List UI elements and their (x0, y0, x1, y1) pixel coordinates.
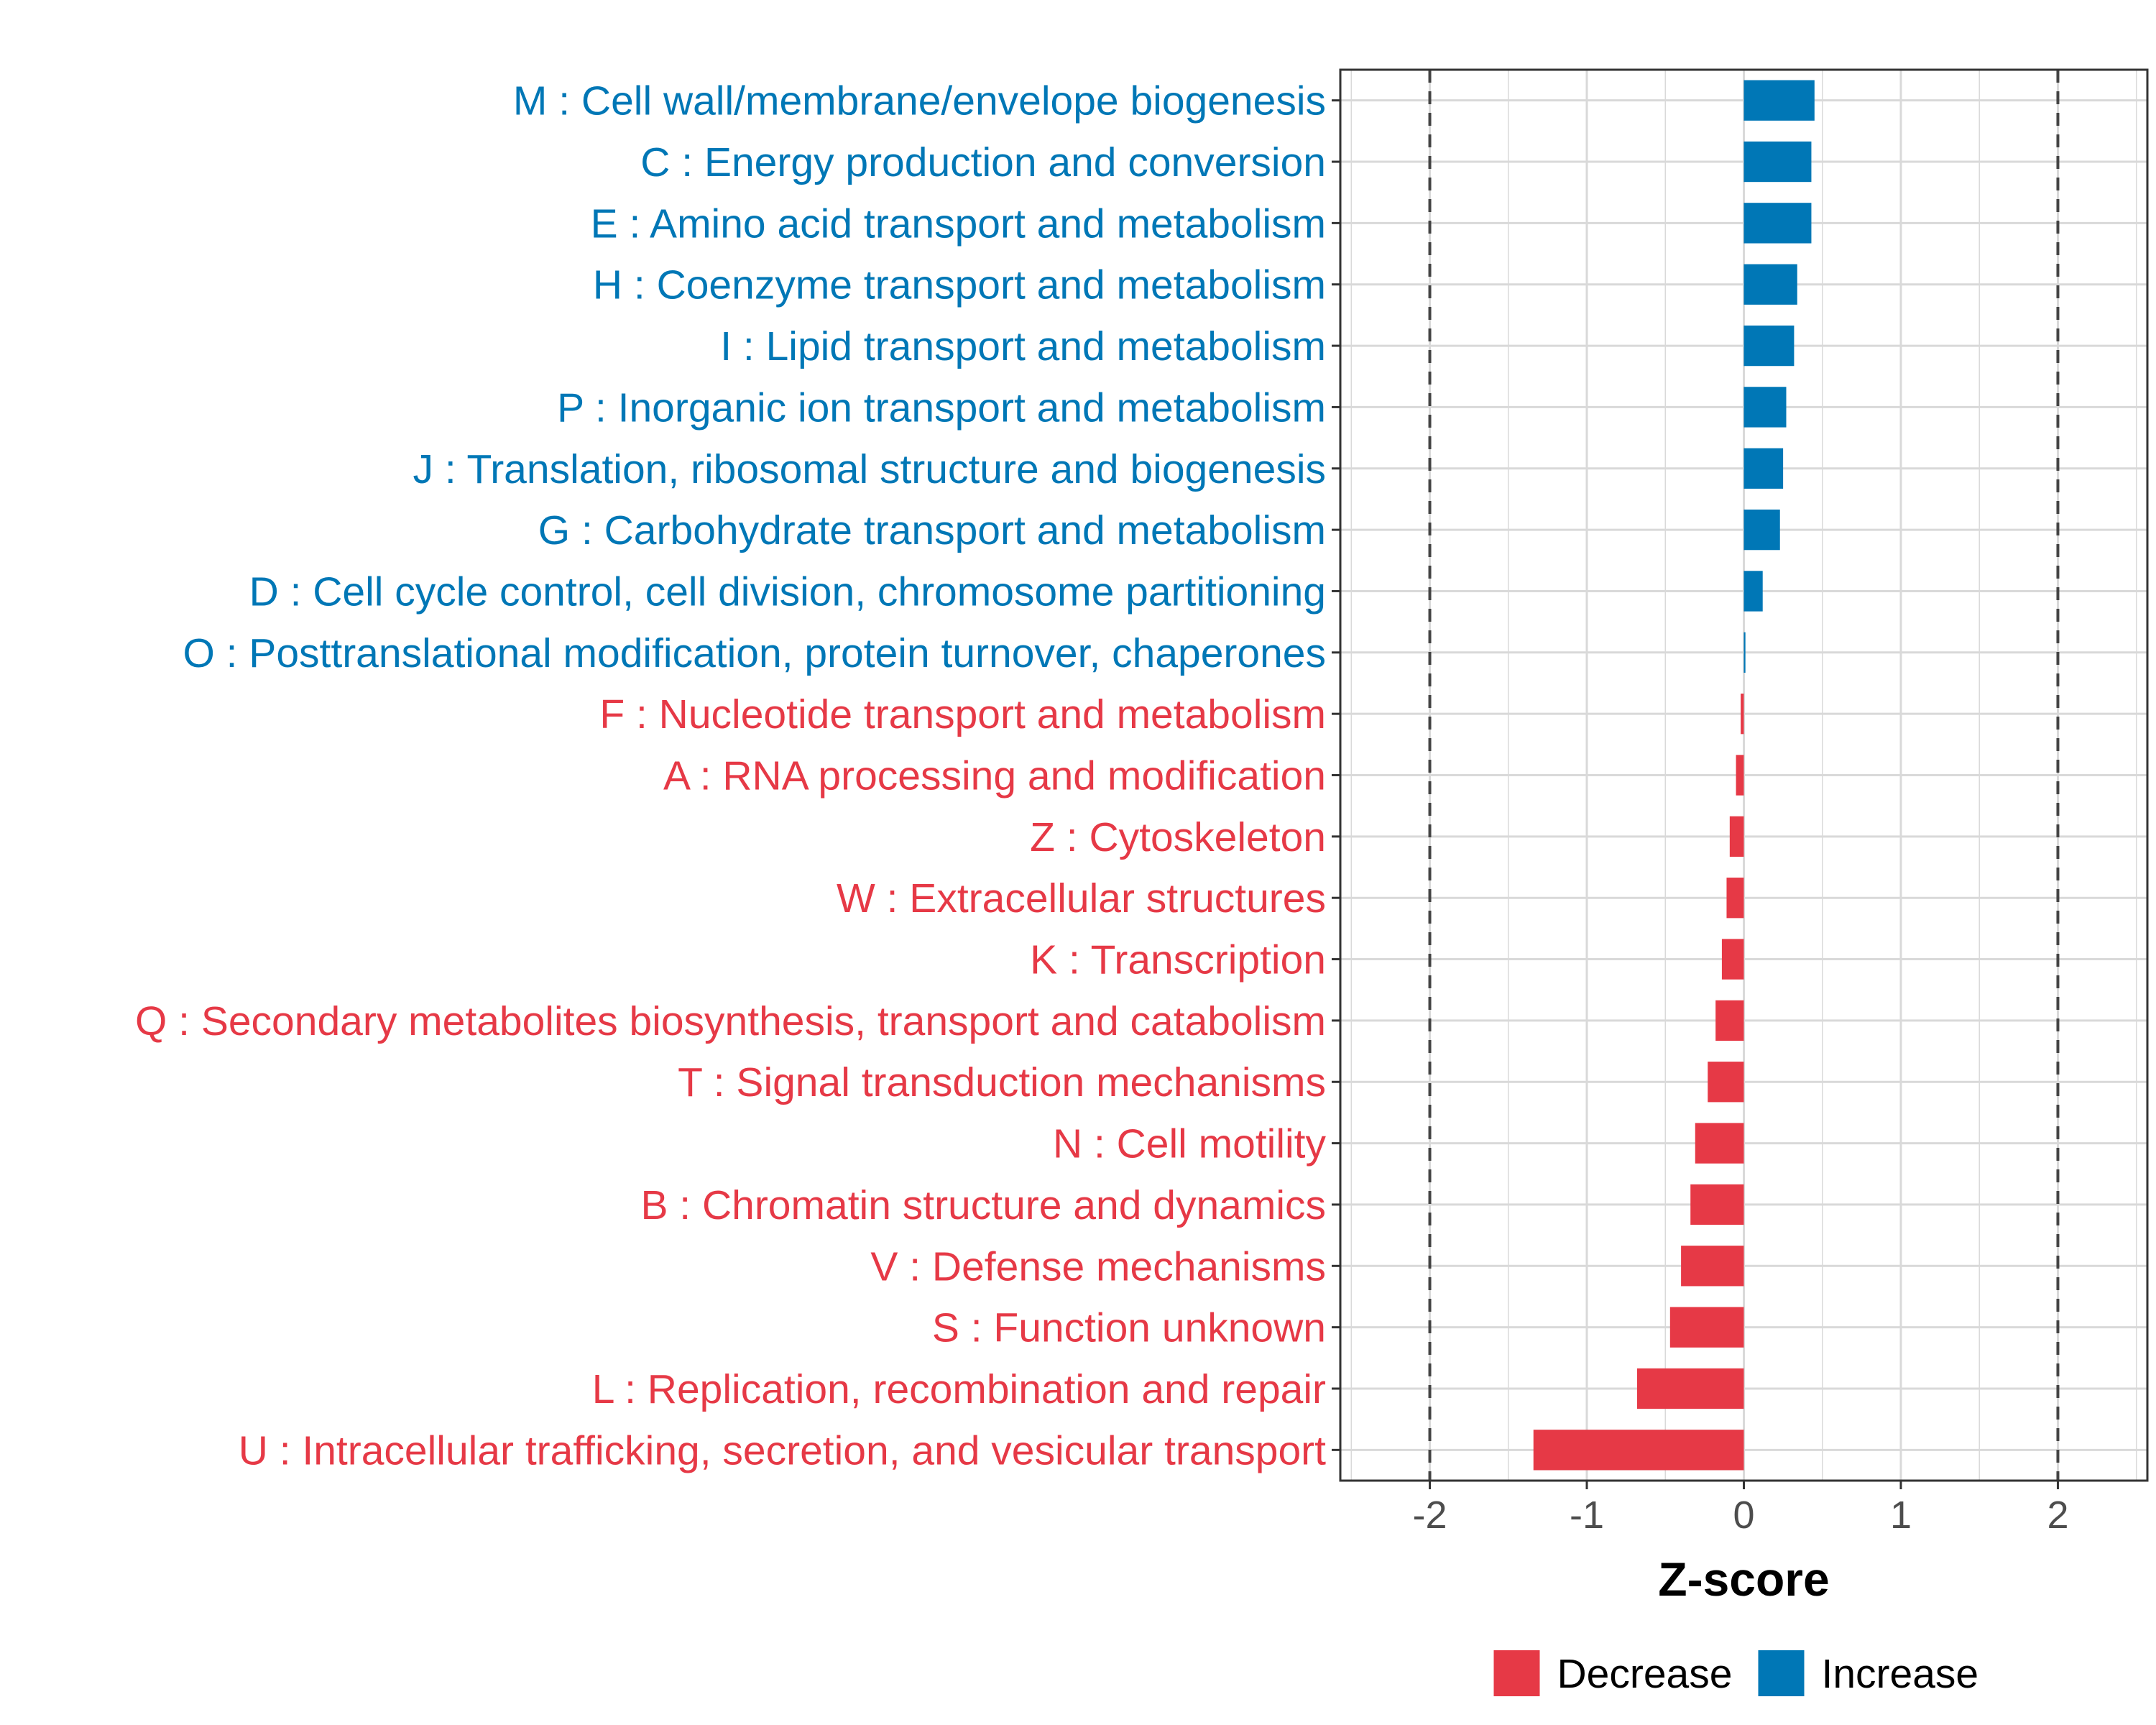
category-label: M : Cell wall/membrane/envelope biogenes… (513, 78, 1326, 124)
category-label: Q : Secondary metabolites biosynthesis, … (135, 998, 1326, 1044)
legend-label: Decrease (1557, 1651, 1733, 1697)
category-label: J : Translation, ribosomal structure and… (413, 446, 1326, 492)
bar (1715, 1000, 1744, 1041)
bar (1708, 1062, 1744, 1103)
bar (1743, 203, 1812, 244)
bar (1669, 1307, 1744, 1348)
category-label: K : Transcription (1030, 937, 1326, 983)
bar (1743, 325, 1795, 367)
bars (1533, 80, 1815, 1471)
x-tick-label: 0 (1733, 1494, 1754, 1537)
x-tick-label: -2 (1413, 1494, 1447, 1537)
bar (1743, 509, 1780, 551)
category-label: N : Cell motility (1053, 1121, 1327, 1167)
category-label: L : Replication, recombination and repai… (592, 1366, 1326, 1412)
x-tick-label: -1 (1570, 1494, 1604, 1537)
legend-key (1758, 1650, 1805, 1696)
category-label: H : Coenzyme transport and metabolism (593, 262, 1326, 308)
bar (1721, 939, 1744, 980)
category-label: S : Function unknown (932, 1305, 1326, 1351)
legend-key (1493, 1650, 1540, 1696)
category-label: A : RNA processing and modification (663, 753, 1326, 799)
bar (1743, 387, 1787, 428)
category-label: T : Signal transduction mechanisms (678, 1059, 1326, 1105)
bar (1743, 80, 1815, 121)
category-label: C : Energy production and conversion (640, 139, 1326, 185)
category-label: G : Carbohydrate transport and metabolis… (538, 507, 1326, 553)
category-label: E : Amino acid transport and metabolism (591, 201, 1326, 247)
x-axis-title: Z-score (1658, 1552, 1829, 1606)
category-label: D : Cell cycle control, cell division, c… (249, 569, 1326, 615)
category-label: W : Extracellular structures (837, 875, 1326, 921)
bar (1729, 816, 1744, 857)
bar (1690, 1184, 1744, 1225)
bar (1741, 693, 1744, 735)
y-axis-ticks (1332, 99, 1340, 1451)
x-axis-ticks: -2 -1 0 1 2 (1413, 1481, 2068, 1537)
category-label: O : Posttranslational modification, prot… (183, 630, 1326, 676)
bar (1743, 264, 1797, 305)
category-label: Z : Cytoskeleton (1030, 814, 1326, 860)
category-label: F : Nucleotide transport and metabolism (599, 691, 1326, 737)
category-label: I : Lipid transport and metabolism (720, 323, 1326, 369)
x-tick-label: 1 (1890, 1494, 1912, 1537)
bar (1695, 1123, 1744, 1164)
bar (1681, 1246, 1744, 1287)
x-tick-label: 2 (2047, 1494, 2068, 1537)
bar (1726, 878, 1744, 919)
bar (1743, 571, 1763, 612)
category-label: V : Defense mechanisms (870, 1243, 1326, 1289)
bar (1743, 632, 1746, 673)
bar (1736, 755, 1744, 796)
bar (1533, 1430, 1744, 1471)
category-label: P : Inorganic ion transport and metaboli… (557, 385, 1326, 431)
bar (1743, 141, 1812, 183)
category-labels: M : Cell wall/membrane/envelope biogenes… (135, 78, 1327, 1474)
category-label: U : Intracellular trafficking, secretion… (239, 1427, 1326, 1473)
bar (1636, 1368, 1744, 1409)
category-label: B : Chromatin structure and dynamics (640, 1182, 1326, 1228)
bar (1743, 448, 1784, 489)
legend-label: Increase (1822, 1651, 1979, 1697)
legend: Decrease Increase (1493, 1650, 1979, 1697)
reference-lines (1428, 70, 2060, 1481)
